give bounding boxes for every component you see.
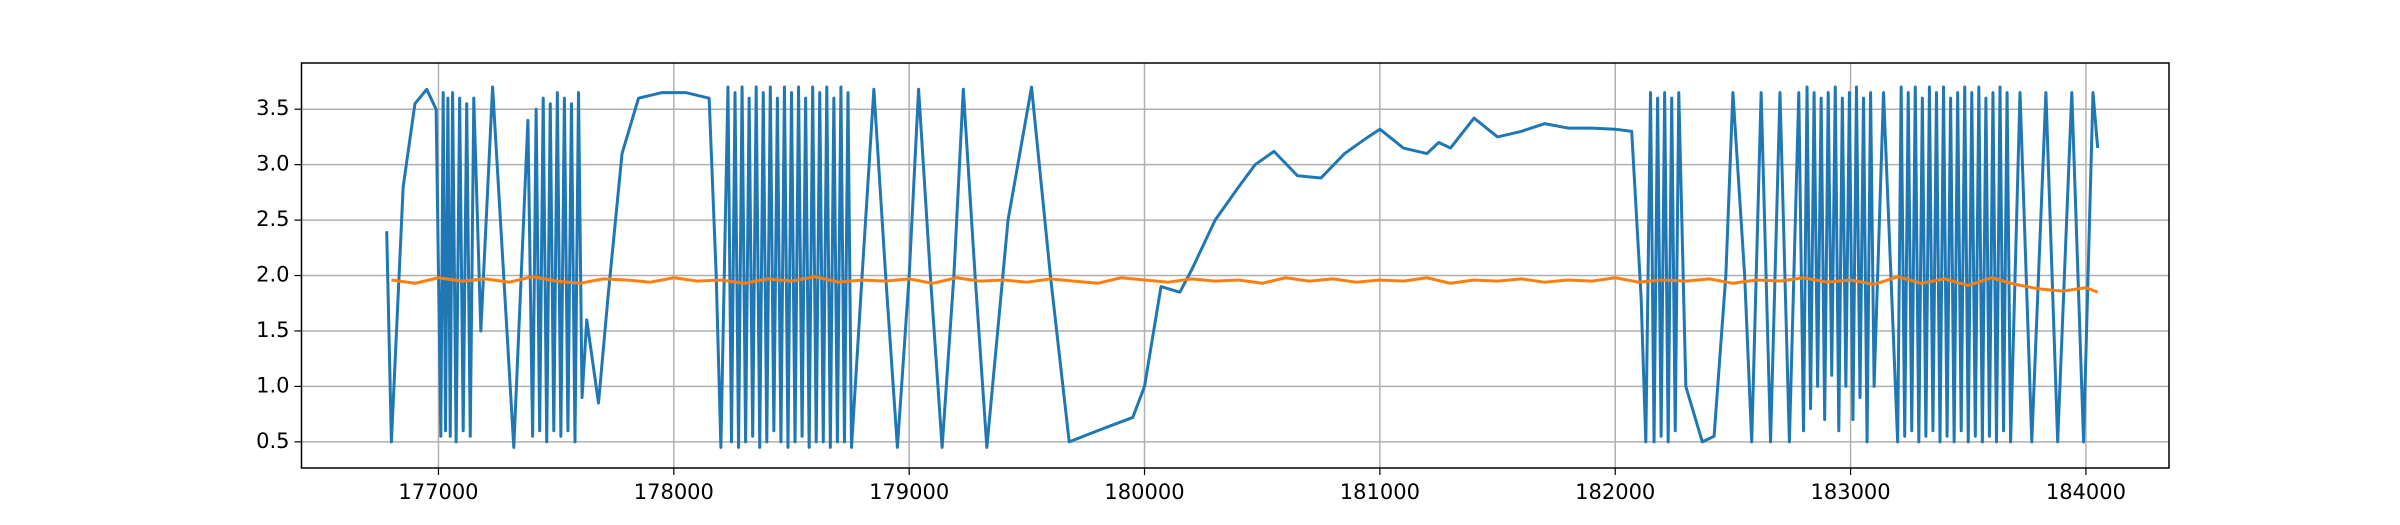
x-tick-label: 178000 bbox=[634, 480, 714, 504]
y-tick-label: 1.5 bbox=[256, 318, 289, 342]
x-tick-label: 181000 bbox=[1340, 480, 1420, 504]
data-line bbox=[385, 85, 2100, 449]
x-tick-label: 183000 bbox=[1810, 480, 1890, 504]
data-line bbox=[391, 275, 2099, 294]
plot-lines bbox=[385, 85, 2100, 449]
y-tick-label: 2.5 bbox=[256, 207, 289, 231]
x-tick-label: 184000 bbox=[2046, 480, 2126, 504]
x-tick-label: 179000 bbox=[869, 480, 949, 504]
y-tick-label: 1.0 bbox=[256, 373, 289, 397]
y-tick-label: 3.0 bbox=[256, 152, 289, 176]
x-tick-label: 177000 bbox=[398, 480, 478, 504]
axes-frame bbox=[300, 62, 2170, 469]
y-tick-label: 2.0 bbox=[256, 263, 289, 287]
y-tick-label: 3.5 bbox=[256, 96, 289, 120]
ticks: 177000 178000 179000 180000 181000 182000 1830… bbox=[256, 96, 2126, 504]
y-tick-label: 0.5 bbox=[256, 429, 289, 453]
x-tick-label: 180000 bbox=[1104, 480, 1184, 504]
x-tick-label: 182000 bbox=[1575, 480, 1655, 504]
